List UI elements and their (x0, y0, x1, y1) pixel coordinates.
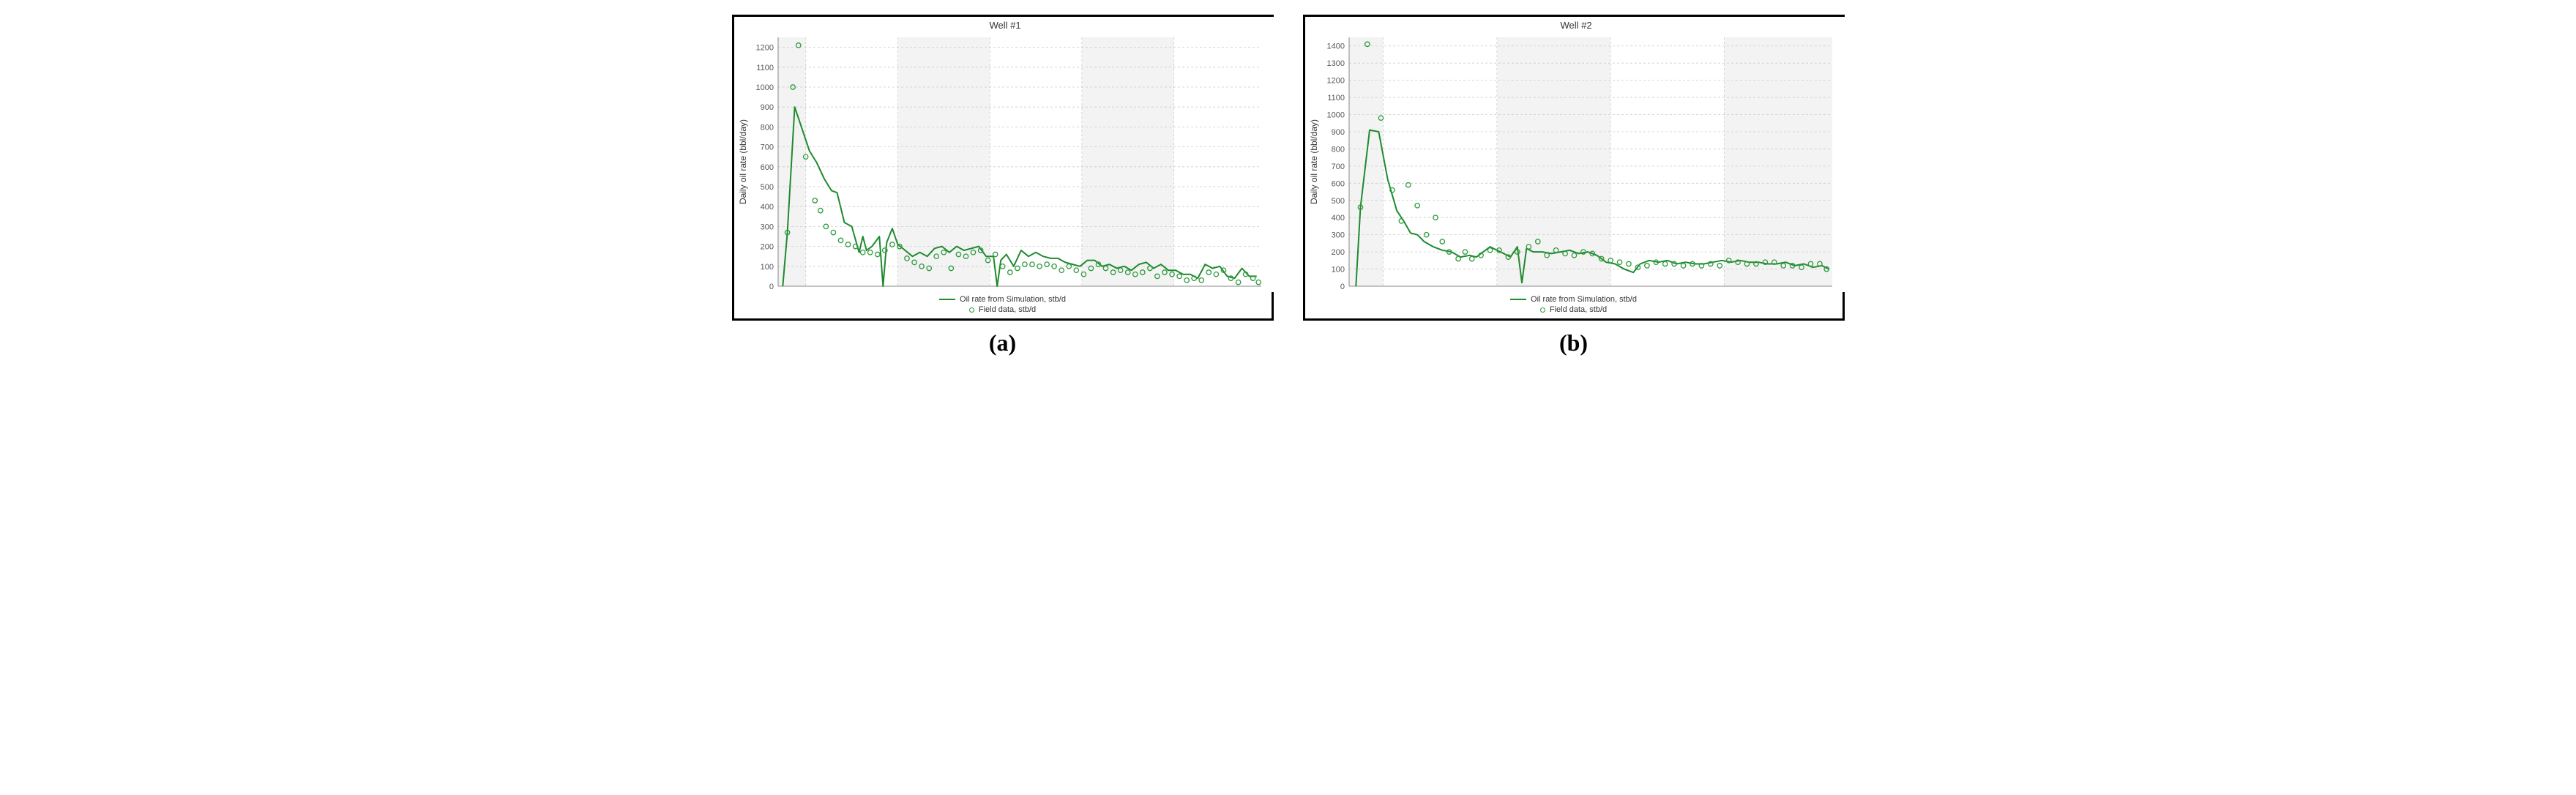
y-tick-label: 1100 (756, 64, 774, 72)
legend-marker-swatch (969, 307, 974, 313)
chart-box: Well #2 0 100 200 300 400 500 600 700 800 900 1000 1… (1303, 15, 1845, 321)
y-tick-label: 600 (760, 163, 773, 172)
y-tick-label: 300 (760, 223, 773, 231)
x-tick-label: 2019 (796, 291, 814, 292)
y-tick-label: 1000 (1326, 111, 1344, 120)
y-tick-label: 500 (1331, 197, 1344, 206)
legend-label: Oil rate from Simulation, stb/d (1531, 295, 1637, 304)
panel-caption: (b) (1559, 329, 1588, 357)
chart-box: Well #1 0 100 200 300 400 500 600 700 800 900 1000 1… (732, 15, 1274, 321)
y-tick-label: 800 (1331, 145, 1344, 154)
legend-line-swatch (1510, 299, 1526, 300)
x-tick-label: 2020 (1374, 291, 1392, 292)
legend-line-swatch (939, 299, 955, 300)
chart-title: Well #2 (1560, 20, 1591, 31)
y-tick-label: 400 (760, 203, 773, 212)
y-tick-label: 300 (1331, 231, 1344, 240)
x-tick-label: 2022 (1601, 291, 1619, 292)
chart-legend: Oil rate from Simulation, stb/dField dat… (1305, 295, 1843, 314)
y-tick-label: 1000 (755, 83, 773, 92)
y-tick-label: 500 (760, 183, 773, 192)
y-tick-label: 1300 (1326, 59, 1344, 68)
y-tick-label: 400 (1331, 214, 1344, 223)
y-axis-label: Daily oil rate (bbl/day) (1309, 119, 1319, 204)
panel-a: Well #1 0 100 200 300 400 500 600 700 800 900 1000 1… (732, 15, 1274, 357)
x-tick-label: 2021 (1487, 291, 1505, 292)
legend-label: Oil rate from Simulation, stb/d (960, 295, 1066, 304)
x-tick-label: 2023 (1715, 291, 1733, 292)
y-tick-label: 100 (1331, 266, 1344, 275)
x-tick-label: 2020 (889, 291, 906, 292)
x-tick-label: 2021 (980, 291, 998, 292)
legend-label: Field data, stb/d (979, 305, 1036, 314)
panel-caption: (a) (989, 329, 1016, 357)
y-tick-label: 900 (760, 103, 773, 112)
legend-marker-swatch (1540, 307, 1545, 313)
y-tick-label: 200 (1331, 248, 1344, 257)
chart-legend: Oil rate from Simulation, stb/dField dat… (734, 295, 1272, 314)
y-tick-label: 700 (1331, 163, 1344, 171)
legend-item: Field data, stb/d (969, 305, 1036, 314)
y-tick-label: 1100 (1327, 94, 1345, 102)
legend-item: Oil rate from Simulation, stb/d (939, 295, 1066, 304)
y-tick-label: 800 (760, 123, 773, 132)
panels-container: Well #1010020030040050060070080090010001… (15, 15, 2561, 357)
panel-b: Well #2 0 100 200 300 400 500 600 700 800 900 1000 1… (1303, 15, 1845, 357)
y-tick-label: 700 (760, 143, 773, 152)
y-tick-label: 200 (760, 243, 773, 252)
y-axis-label: Daily oil rate (bbl/day) (738, 119, 748, 204)
legend-item: Oil rate from Simulation, stb/d (1510, 295, 1637, 304)
x-tick-label: 2022 (1072, 291, 1090, 292)
legend-item: Field data, stb/d (1540, 305, 1607, 314)
x-tick-label: 2023 (1165, 291, 1182, 292)
y-tick-label: 0 (769, 283, 773, 291)
y-tick-label: 900 (1331, 128, 1344, 137)
legend-label: Field data, stb/d (1550, 305, 1607, 314)
y-tick-label: 1200 (755, 44, 773, 53)
y-tick-label: 1200 (1326, 77, 1344, 86)
y-tick-label: 0 (1340, 283, 1344, 291)
chart-title: Well #1 (989, 20, 1020, 31)
y-tick-label: 600 (1331, 179, 1344, 188)
y-tick-label: 1400 (1326, 42, 1344, 51)
y-tick-label: 100 (760, 263, 773, 272)
